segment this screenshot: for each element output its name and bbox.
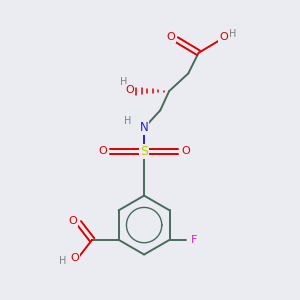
Text: S: S	[140, 145, 148, 158]
Text: H: H	[229, 29, 237, 39]
Text: H: H	[59, 256, 66, 266]
Text: H: H	[124, 116, 132, 126]
Text: N: N	[140, 122, 148, 134]
Text: O: O	[181, 146, 190, 157]
Text: H: H	[120, 77, 127, 87]
Text: F: F	[191, 235, 197, 245]
Text: O: O	[70, 254, 79, 263]
Text: O: O	[219, 32, 228, 42]
Text: O: O	[167, 32, 176, 42]
Text: O: O	[98, 146, 107, 157]
Text: O: O	[125, 85, 134, 95]
Text: O: O	[69, 216, 77, 226]
